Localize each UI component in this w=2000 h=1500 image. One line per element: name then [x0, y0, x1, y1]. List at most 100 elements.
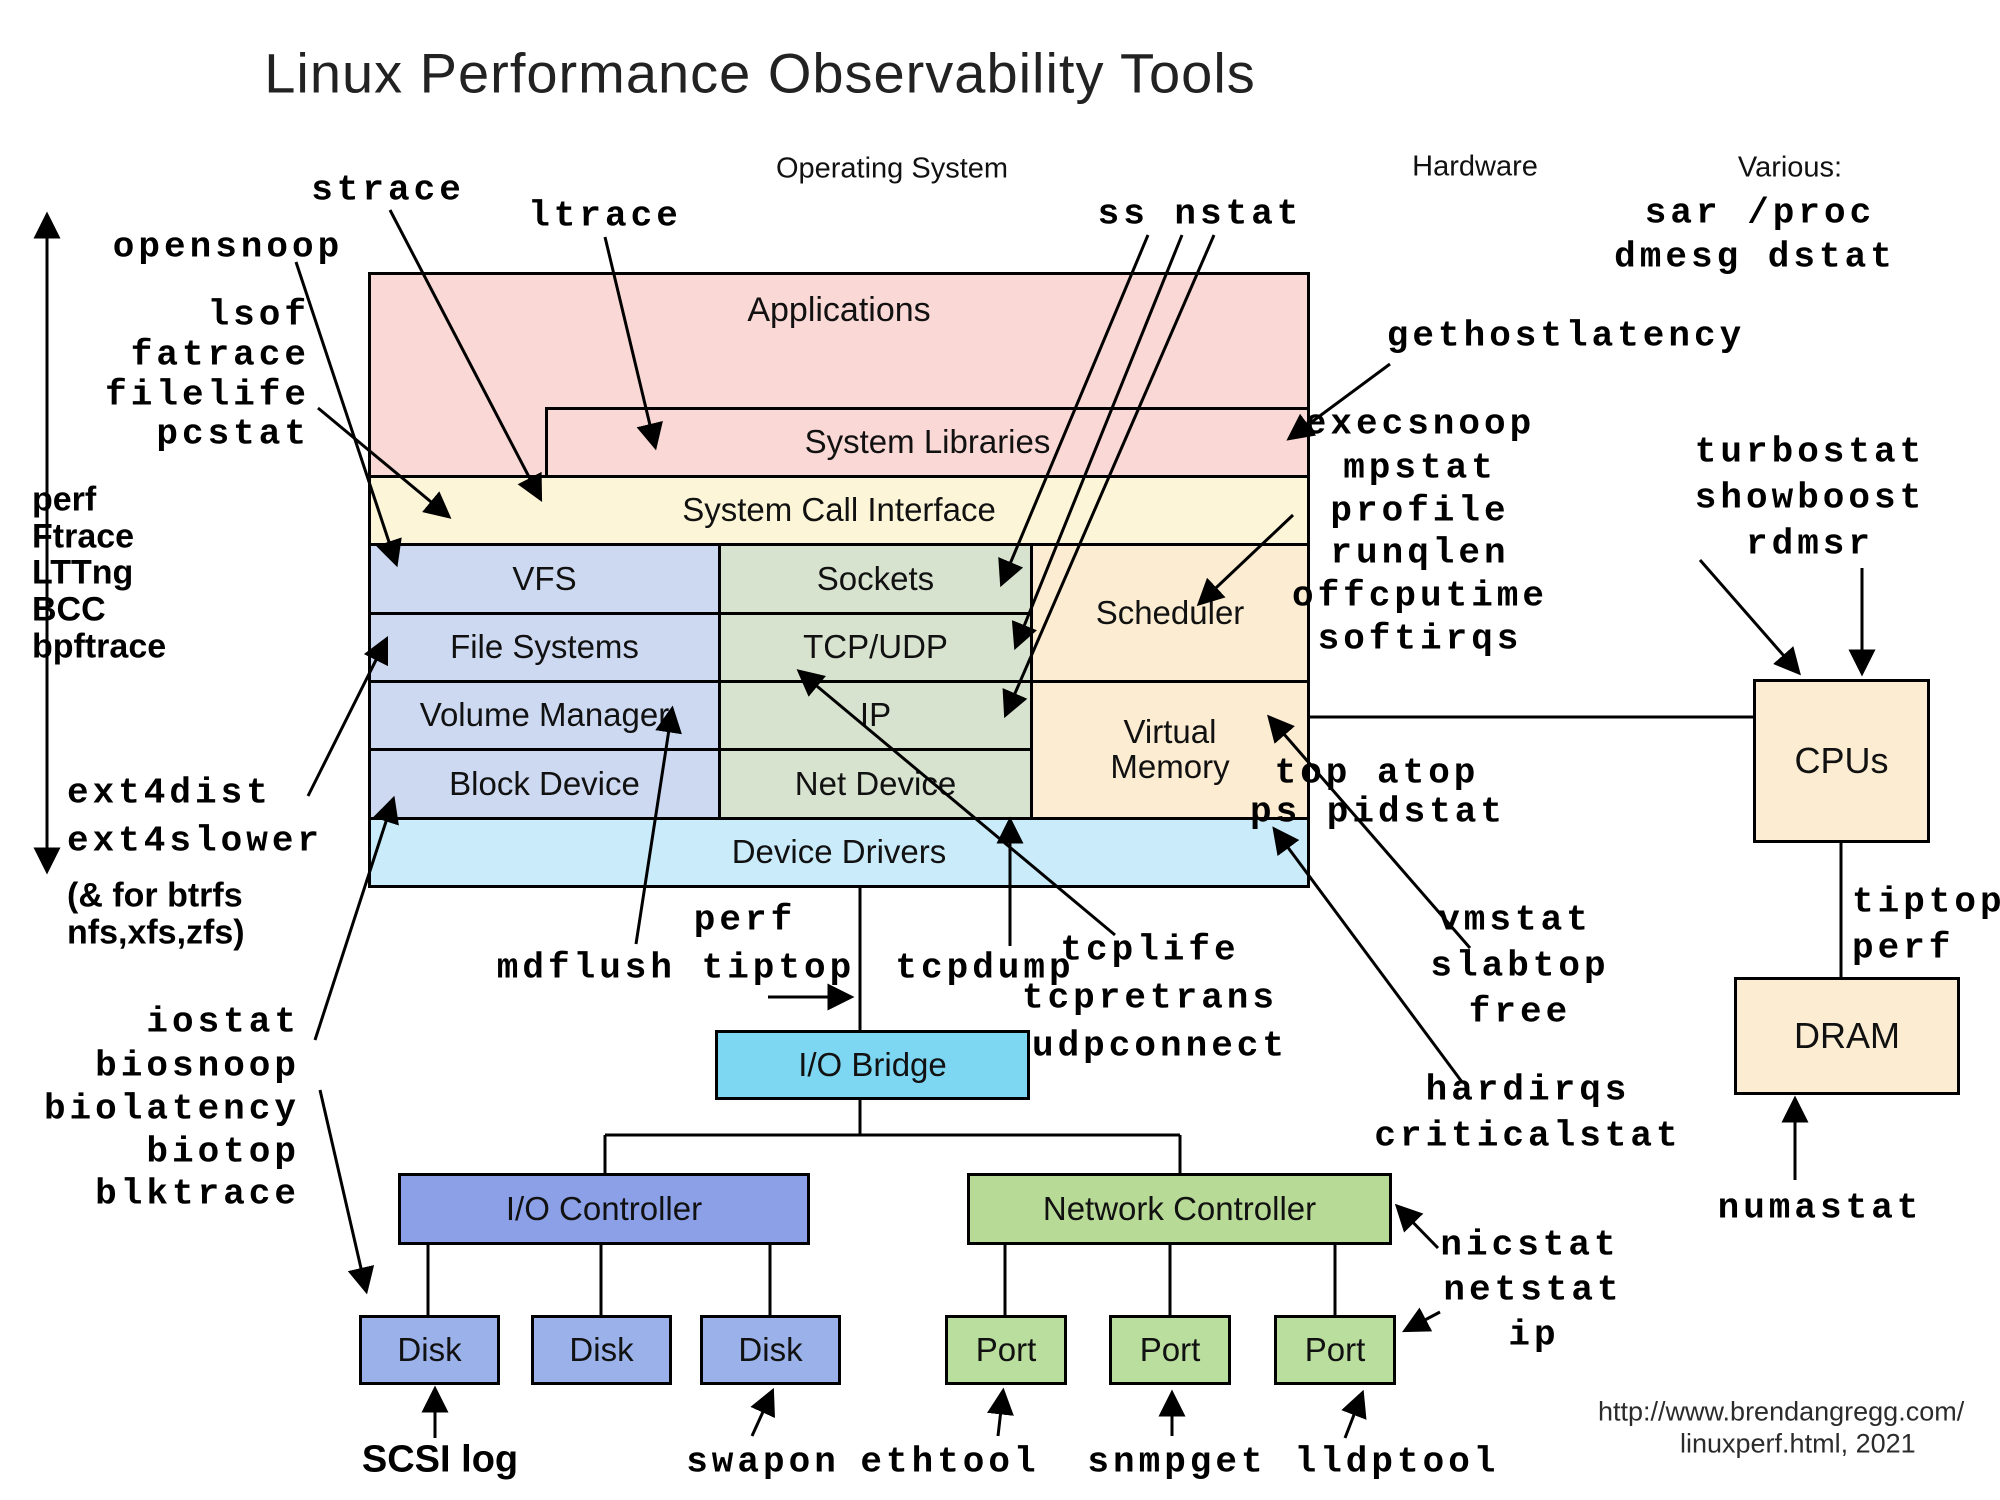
port-box-1: Port	[945, 1315, 1067, 1385]
tool-label-biotop: biotop	[146, 1131, 300, 1173]
tool-label-criticalstat: criticalstat	[1374, 1115, 1682, 1157]
port-label: Port	[1304, 1330, 1366, 1368]
tool-label-numastat: numastat	[1717, 1187, 1923, 1229]
dram-box: DRAM	[1734, 977, 1960, 1095]
tool-label-perf: perf	[1852, 927, 1955, 969]
tool-label-iostat: iostat	[146, 1001, 300, 1043]
tcp-udp-label: TCP/UDP	[803, 628, 948, 666]
cpus-box: CPUs	[1753, 679, 1930, 843]
io-bridge-box: I/O Bridge	[715, 1030, 1030, 1100]
tool-label-ip: ip	[1508, 1314, 1560, 1356]
tool-label-execsnoop: execsnoop	[1304, 403, 1536, 445]
arrow-12	[634, 705, 682, 945]
footer-url: http://www.brendangregg.com/	[1598, 1396, 1965, 1427]
tool-label-rdmsr: rdmsr	[1745, 523, 1875, 565]
virtual-memory-label: Virtual Memory	[1110, 713, 1230, 785]
tool-label-opensnoop: opensnoop	[112, 226, 344, 268]
device-drivers-box: Device Drivers	[368, 817, 1310, 888]
tool-label-hardirqs: hardirqs	[1425, 1069, 1631, 1111]
arrow-4	[998, 234, 1150, 588]
dram-label: DRAM	[1794, 1015, 1900, 1057]
network-controller-box: Network Controller	[967, 1173, 1392, 1245]
page-title: Linux Performance Observability Tools	[264, 41, 1256, 105]
tool-label-fatrace: fatrace	[130, 334, 310, 376]
tool-label-ltrace: ltrace	[528, 195, 682, 237]
arrow-24	[750, 1387, 775, 1437]
tool-label-nicstat: nicstat	[1440, 1224, 1620, 1266]
io-controller-box: I/O Controller	[398, 1173, 810, 1245]
tool-label-top-atop: top atop	[1274, 752, 1480, 794]
scheduler-box: Scheduler	[1030, 543, 1310, 683]
tool-label-mdflush-tiptop: mdflush tiptop	[496, 947, 856, 989]
tool-label-swapon: swapon	[686, 1441, 840, 1483]
tool-label-mpstat: mpstat	[1343, 447, 1497, 489]
arrow-7	[1286, 362, 1391, 441]
tool-label-ps-pidstat: ps pidstat	[1249, 791, 1507, 833]
tool-label-nfs-xfs-zfs-: nfs,xfs,zfs)	[67, 913, 245, 952]
tool-label-softirqs: softirqs	[1317, 618, 1523, 660]
tool-label-bpftrace: bpftrace	[32, 627, 167, 666]
tool-label-turbostat: turbostat	[1694, 431, 1926, 473]
arrow-16	[1698, 559, 1801, 676]
arrow-19	[1272, 826, 1464, 1083]
port-box-3: Port	[1274, 1315, 1396, 1385]
tool-label-ftrace: Ftrace	[32, 517, 135, 556]
port-box-2: Port	[1109, 1315, 1231, 1385]
cpus-label: CPUs	[1794, 740, 1889, 782]
tool-label-offcputime: offcputime	[1291, 575, 1549, 617]
port-label: Port	[1139, 1330, 1201, 1368]
volume-manager-label: Volume Manager	[419, 696, 670, 734]
port-label: Port	[975, 1330, 1037, 1368]
tool-label-tiptop: tiptop	[1852, 881, 2000, 923]
system-call-interface-label: System Call Interface	[682, 491, 996, 529]
tool-label-filelife: filelife	[105, 374, 310, 416]
disk-box-2: Disk	[531, 1315, 672, 1385]
tool-label-showboost: showboost	[1694, 477, 1926, 519]
tool-label-udpconnect: udpconnect	[1031, 1025, 1289, 1067]
tool-label-tcpdump: tcpdump	[895, 947, 1075, 989]
arrow-27	[1341, 1389, 1367, 1439]
arrow-9	[306, 635, 389, 797]
device-drivers-label: Device Drivers	[731, 833, 947, 871]
arrow-6	[1002, 234, 1216, 719]
arrow-0	[388, 209, 543, 502]
block-device-label: Block Device	[449, 764, 640, 802]
tool-label-lldptool: lldptool	[1294, 1441, 1500, 1483]
tool-label-lsof: lsof	[207, 294, 310, 336]
tool-label-dmesg-dstat: dmesg dstat	[1614, 236, 1896, 278]
io-controller-label: I/O Controller	[505, 1189, 703, 1227]
tool-label-operating-system: Operating System	[775, 152, 1009, 185]
block-device-box: Block Device	[368, 748, 721, 820]
tool-label-profile: profile	[1330, 490, 1510, 532]
disk-label: Disk	[397, 1330, 462, 1368]
tool-label-hardware: Hardware	[1412, 150, 1538, 183]
tool-label-ss-nstat: ss nstat	[1097, 193, 1303, 235]
tool-label-tcplife: tcplife	[1060, 929, 1240, 971]
arrow-21	[1394, 1203, 1440, 1250]
tool-label-tcpretrans: tcpretrans	[1021, 977, 1279, 1019]
tool-label-snmpget: snmpget	[1087, 1441, 1267, 1483]
footer-url-2: linuxperf.html, 2021	[1680, 1428, 1916, 1459]
system-libraries-label: System Libraries	[804, 423, 1051, 461]
tool-label-lttng: LTTng	[32, 553, 134, 592]
tool-label-ext4slower: ext4slower	[67, 820, 324, 862]
tool-label-pcstat: pcstat	[156, 413, 310, 455]
tool-label-runqlen: runqlen	[1330, 532, 1510, 574]
tool-label-various-: Various:	[1737, 151, 1843, 184]
vfs-box: VFS	[368, 543, 721, 615]
tool-label--for-btrfs: (& for btrfs	[67, 876, 243, 915]
arrow-8	[1196, 513, 1295, 607]
tool-label-biosnoop: biosnoop	[95, 1045, 300, 1087]
tool-label-vmstat: vmstat	[1438, 899, 1592, 941]
vfs-label: VFS	[512, 559, 577, 597]
disk-label: Disk	[738, 1330, 803, 1368]
sockets-label: Sockets	[816, 559, 935, 597]
tool-label-bcc: BCC	[32, 590, 106, 629]
tcp-udp-box: TCP/UDP	[718, 612, 1033, 683]
arrow-3	[317, 406, 452, 519]
applications-label: Applications	[747, 291, 931, 329]
disk-label: Disk	[569, 1330, 634, 1368]
disk-box-3: Disk	[700, 1315, 841, 1385]
